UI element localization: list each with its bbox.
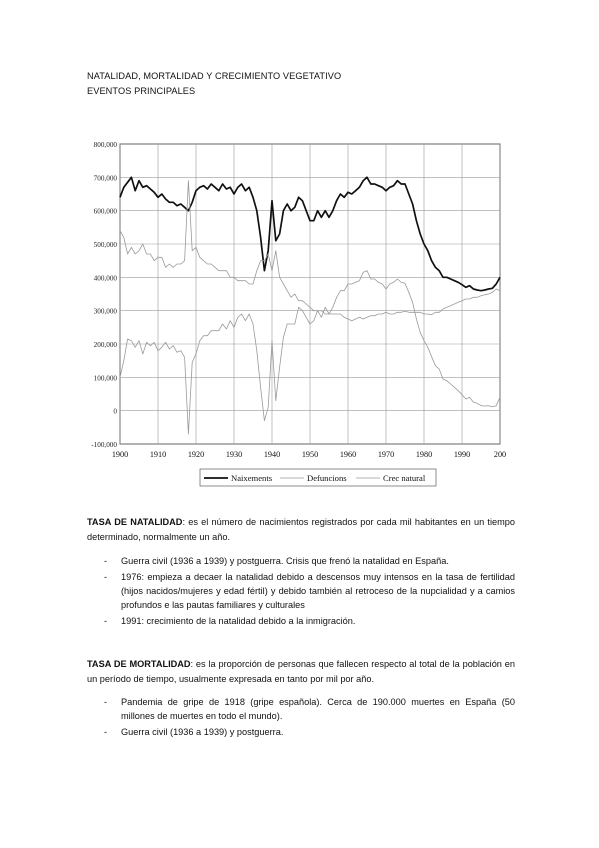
mortalidad-events-list: - Pandemia de gripe de 1918 (gripe españo…	[104, 695, 515, 739]
list-item: - 1991: crecimiento de la natalidad debid…	[104, 614, 515, 628]
natalidad-term: TASA DE NATALIDAD	[87, 517, 183, 527]
x-tick-label: 1970	[378, 450, 394, 459]
legend-label: Naixements	[231, 473, 273, 483]
list-dash: -	[104, 727, 108, 737]
series-line-3	[119, 270, 501, 435]
y-tick-label: 300,000	[94, 308, 118, 316]
list-item: - Guerra civil (1936 a 1939) y postguerra…	[104, 725, 515, 739]
chart-legend: Naixements Defuncions Crec natural	[199, 468, 437, 487]
list-item: - Guerra civil (1936 a 1939) y postguerra…	[104, 554, 515, 568]
natalidad-definition: TASA DE NATALIDAD: es el número de nacim…	[87, 515, 515, 545]
x-tick-label: 1980	[416, 450, 432, 459]
list-dash: -	[104, 697, 108, 707]
y-tick-label: 0	[113, 408, 117, 416]
mortalidad-definition: TASA DE MORTALIDAD: es la proporción de …	[87, 657, 515, 687]
chart-series-lines	[119, 176, 501, 435]
x-tick-label: 200	[494, 450, 506, 459]
y-tick-label: 500,000	[94, 241, 118, 249]
mortalidad-term: TASA DE MORTALIDAD	[87, 659, 191, 669]
x-tick-label: 1900	[112, 450, 128, 459]
list-item-text: Guerra civil (1936 a 1939) y postguerra.…	[121, 556, 449, 566]
x-tick-label: 1950	[302, 450, 318, 459]
list-item-text: 1976: empieza a decaer la natalidad debi…	[121, 572, 515, 610]
x-axis-ticks: 1900 1910 1920 1930 1940 1950 1960 1970 1980 1990…	[112, 450, 506, 459]
document-title: NATALIDAD, MORTALIDAD Y CRECIMIENTO VEGE…	[87, 71, 342, 81]
list-item-text: Pandemia de gripe de 1918 (gripe español…	[121, 697, 515, 721]
x-tick-label: 1990	[454, 450, 470, 459]
y-axis-ticks: 800,000 700,000 600,000 500,000 400,000 300,0…	[91, 141, 117, 449]
y-tick-label: 800,000	[94, 141, 118, 149]
x-tick-label: 1940	[264, 450, 280, 459]
demographic-line-chart: 800,000 700,000 600,000 500,000 400,000 300,0…	[91, 141, 506, 487]
x-tick-label: 1910	[150, 450, 166, 459]
list-item: - Pandemia de gripe de 1918 (gripe españo…	[104, 695, 515, 723]
list-item-text: Guerra civil (1936 a 1939) y postguerra.	[121, 727, 284, 737]
mortalidad-definition-text: : es la proporción de personas que falle…	[87, 659, 515, 684]
y-tick-label: 100,000	[94, 374, 118, 382]
list-dash: -	[104, 556, 108, 566]
y-tick-label: -100,000	[91, 441, 117, 449]
list-item-text: 1991: crecimiento de la natalidad debido…	[121, 616, 356, 626]
x-tick-label: 1920	[188, 450, 204, 459]
y-tick-label: 700,000	[94, 174, 118, 182]
series-line-1	[119, 176, 501, 292]
list-dash: -	[104, 616, 108, 626]
y-tick-label: 200,000	[94, 341, 118, 349]
list-dash: -	[104, 572, 108, 582]
series-line-2	[119, 180, 501, 322]
natalidad-definition-text: : es el número de nacimientos registrado…	[87, 517, 515, 542]
legend-label: Defuncions	[307, 473, 347, 483]
natalidad-events-list: - Guerra civil (1936 a 1939) y postguerra…	[104, 554, 515, 628]
y-tick-label: 400,000	[94, 274, 118, 282]
x-tick-label: 1930	[226, 450, 242, 459]
y-tick-label: 600,000	[94, 208, 118, 216]
document-subtitle: EVENTOS PRINCIPALES	[87, 86, 196, 96]
legend-label: Crec natural	[383, 473, 426, 483]
legend-box	[199, 468, 437, 487]
x-tick-label: 1960	[340, 450, 356, 459]
list-item: - 1976: empieza a decaer la natalidad deb…	[104, 570, 515, 612]
